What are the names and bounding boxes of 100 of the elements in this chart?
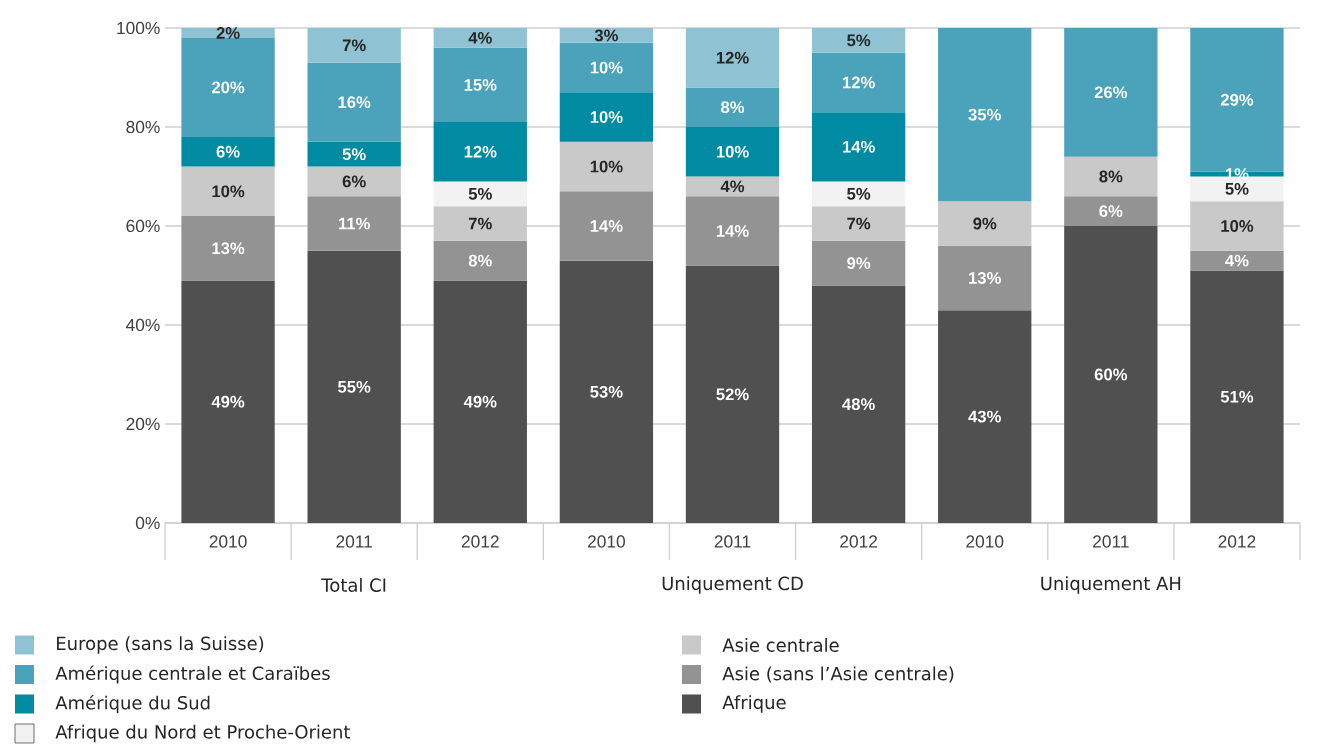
bar <box>181 136 275 167</box>
data-label: 9% <box>973 217 997 230</box>
legend-label: Amérique centrale et Caraïbes <box>55 665 330 684</box>
bar <box>307 62 401 142</box>
y-tick-label: 60% <box>126 219 160 233</box>
data-label: 14% <box>716 225 749 237</box>
bar <box>559 42 654 93</box>
bar <box>811 27 906 53</box>
bar <box>685 126 780 177</box>
data-label: 49% <box>211 395 245 408</box>
bar <box>1190 270 1284 523</box>
data-label: 4% <box>720 180 745 193</box>
text: Uniquement CD <box>662 576 803 594</box>
bar <box>433 27 527 48</box>
x-tick-label: 2011 <box>336 535 372 548</box>
legend-label: Europe (sans la Suisse) <box>57 636 264 654</box>
x-tick-label: 2010 <box>966 535 1004 548</box>
bar <box>811 206 906 241</box>
bar <box>433 206 527 241</box>
data-label: 2% <box>216 27 240 39</box>
data-label: 55% <box>338 380 371 393</box>
y-tick-label: 80% <box>126 120 160 134</box>
y-tick-label: 100% <box>117 21 160 35</box>
bar <box>811 181 906 207</box>
data-label: 10% <box>212 185 245 198</box>
data-label: 5% <box>847 187 871 200</box>
y-tick-label: 0% <box>135 516 160 530</box>
bar <box>1064 225 1158 523</box>
x-tick-label: 2012 <box>1218 535 1256 548</box>
x-tick-label: 2010 <box>209 535 247 548</box>
bar <box>1190 250 1284 271</box>
bar <box>559 141 654 192</box>
x-tick-label: 2011 <box>714 535 751 548</box>
bar <box>685 265 780 523</box>
bar <box>559 191 654 261</box>
data-label: 6% <box>342 175 366 188</box>
bar <box>685 196 780 266</box>
y-tick-label: 20% <box>126 417 160 431</box>
bar <box>811 240 906 286</box>
bar <box>938 27 1032 202</box>
data-label: 60% <box>1094 368 1128 381</box>
data-label: 15% <box>464 79 497 91</box>
data-label: 10% <box>590 61 623 74</box>
data-label: 8% <box>468 254 492 267</box>
data-label: 13% <box>212 242 245 255</box>
data-label: 10% <box>716 145 749 158</box>
bar <box>1064 196 1158 226</box>
bar <box>181 37 275 137</box>
x-tick-label: 2012 <box>840 535 878 548</box>
y-tick-label: 40% <box>126 318 160 332</box>
data-label: 14% <box>842 140 875 153</box>
data-label: 10% <box>590 111 623 123</box>
bar <box>433 47 527 123</box>
data-label: 14% <box>590 220 623 232</box>
bar <box>433 122 527 182</box>
data-label: 6% <box>216 145 240 158</box>
data-label: 3% <box>594 29 618 42</box>
data-label: 10% <box>1221 220 1254 232</box>
legend-label: Afrique du Nord et Proche-Orient <box>55 724 351 743</box>
data-label: 48% <box>842 398 875 411</box>
bar <box>1190 201 1284 251</box>
bar <box>811 52 906 113</box>
data-label: 13% <box>969 272 1001 284</box>
legend-label: Asie (sans l’Asie centrale) <box>722 666 954 683</box>
bar <box>559 27 654 43</box>
bar <box>433 240 527 281</box>
data-label: 11% <box>339 217 370 230</box>
bar <box>938 245 1032 311</box>
data-label: 10% <box>590 160 623 173</box>
data-label: 51% <box>1220 390 1254 403</box>
bar <box>685 87 780 127</box>
bar <box>181 280 275 523</box>
data-label: 5% <box>847 34 871 47</box>
data-label: 6% <box>1099 205 1123 218</box>
bar <box>307 196 401 251</box>
bar <box>811 285 906 523</box>
x-tick-label: 2010 <box>587 535 625 548</box>
bar <box>1064 27 1158 157</box>
data-label: 16% <box>338 96 371 109</box>
data-label: 9% <box>847 257 871 270</box>
data-label: 26% <box>1094 86 1128 99</box>
bar <box>685 176 780 197</box>
text: Total CI <box>321 578 386 592</box>
bar <box>181 216 275 281</box>
bar <box>1064 156 1158 197</box>
data-label: 5% <box>342 148 366 161</box>
bar <box>307 27 401 63</box>
data-label: 29% <box>1220 93 1254 106</box>
bar <box>811 112 906 182</box>
bar <box>938 310 1032 523</box>
bar <box>685 27 780 88</box>
bar <box>433 280 527 523</box>
x-tick-label: 2012 <box>461 535 499 548</box>
data-label: 5% <box>468 187 492 200</box>
legend-label: Asie centrale <box>722 638 839 652</box>
data-label: 8% <box>1099 170 1123 183</box>
bar <box>938 201 1032 246</box>
bar <box>307 166 401 197</box>
legend-label: Afrique <box>722 695 786 713</box>
data-label: 7% <box>468 217 492 230</box>
